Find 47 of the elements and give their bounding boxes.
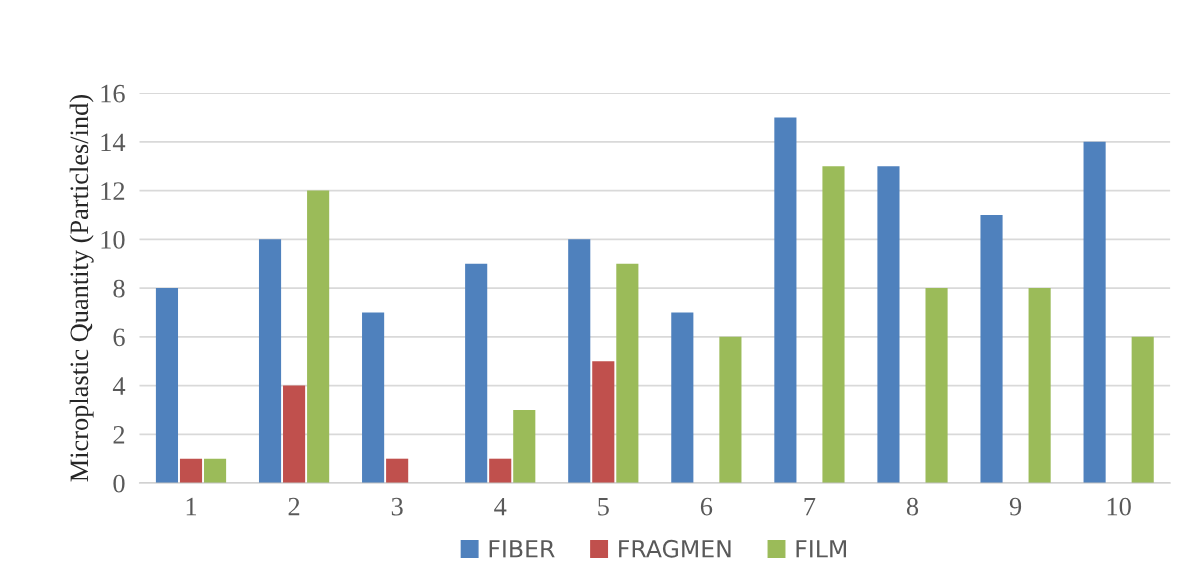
y-tick-label: 8: [113, 279, 125, 298]
bar: [283, 385, 306, 484]
bar: [179, 458, 203, 484]
bar: [822, 166, 845, 484]
x-tick-label: 8: [906, 497, 919, 516]
y-tick-label: 10: [101, 230, 125, 249]
y-tick-label: 16: [101, 84, 125, 103]
bar: [980, 214, 1003, 484]
x-tick-label: 10: [1107, 497, 1131, 516]
y-tick-label: 0: [113, 474, 125, 493]
legend-label: FRAGMEN: [619, 539, 731, 558]
bar: [258, 239, 282, 484]
bar: [671, 312, 694, 484]
y-axis-title: Microplastic Quantity (Particles/ind): [69, 95, 94, 482]
bar: [1028, 288, 1051, 484]
x-tick-label: 4: [494, 497, 507, 516]
bar: [386, 458, 409, 484]
y-tick-label: 4: [112, 377, 126, 395]
y-tick-label: 14: [101, 133, 126, 152]
bar: [877, 166, 900, 484]
x-tick-label: 7: [804, 497, 816, 516]
bar: [568, 239, 591, 484]
bar: [1083, 141, 1106, 484]
x-tick-label: 5: [598, 497, 609, 516]
y-tick-label: 2: [113, 426, 125, 444]
bar: [307, 190, 330, 484]
bar: [155, 288, 179, 484]
bar: [204, 458, 227, 484]
x-tick-label: 1: [186, 497, 197, 516]
x-tick-label: 9: [1009, 497, 1022, 516]
legend-label: FIBER: [489, 540, 555, 558]
bar: [489, 458, 512, 484]
y-tick-label: 6: [113, 328, 125, 347]
bar: [513, 409, 536, 484]
bar: [719, 336, 742, 484]
x-tick-label: 3: [391, 497, 403, 516]
bar: [616, 263, 639, 484]
y-tick-label: 12: [101, 182, 125, 200]
bar: [592, 361, 615, 484]
legend-label: FILM: [796, 540, 846, 558]
x-tick-label: 2: [288, 497, 300, 516]
bar: [1131, 336, 1154, 484]
bar: [362, 312, 385, 484]
bar: [774, 117, 797, 484]
bar: [465, 263, 488, 484]
bar: [925, 288, 948, 484]
x-tick-label: 6: [700, 497, 713, 516]
